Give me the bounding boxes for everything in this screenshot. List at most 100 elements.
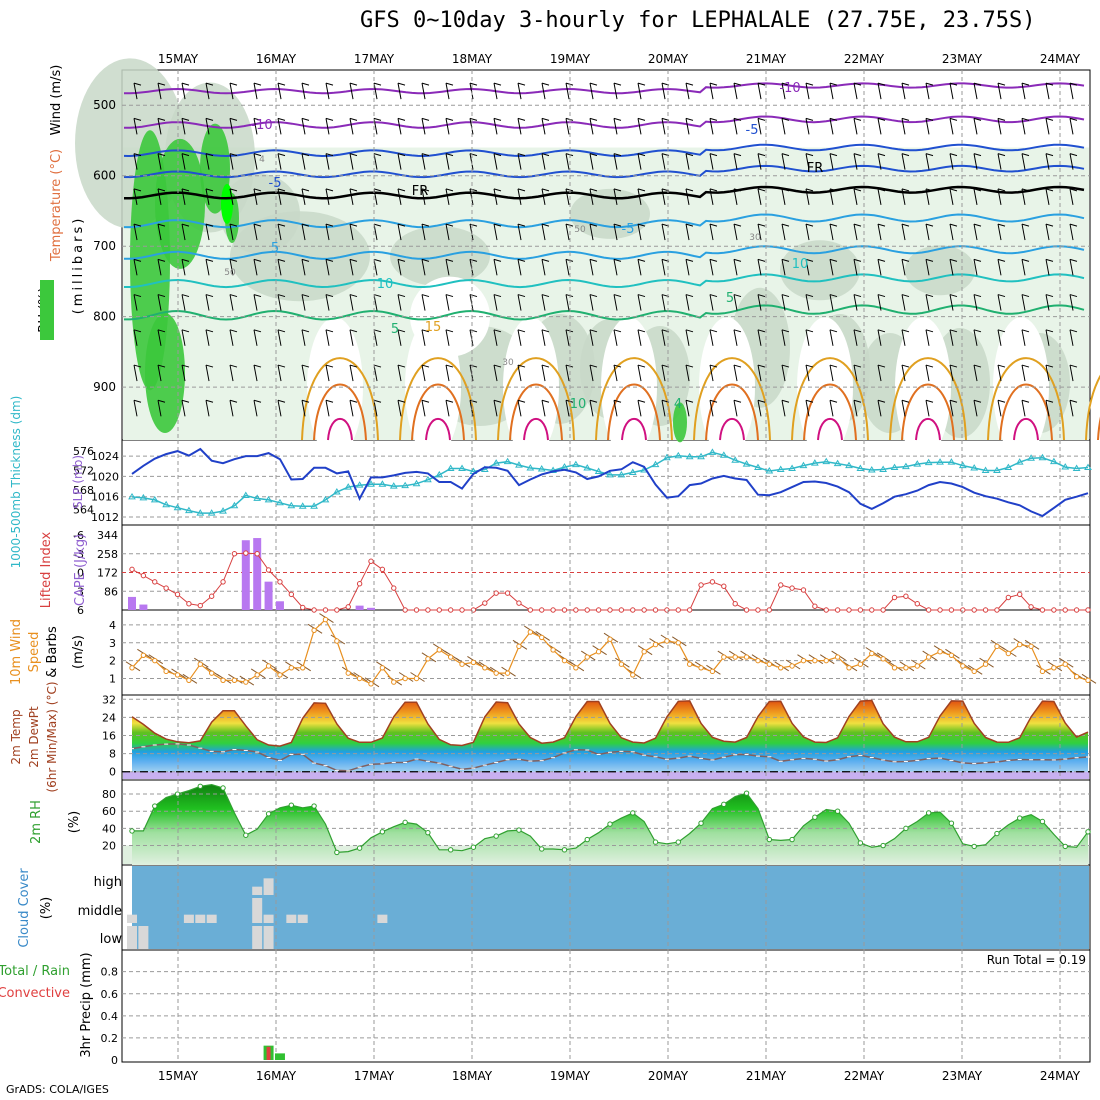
wind-speed-marker bbox=[265, 663, 272, 669]
upper-wind-barb bbox=[157, 83, 162, 100]
upper-wind-barb bbox=[877, 224, 882, 241]
upper-wind-barb bbox=[781, 118, 786, 135]
upper-wind-barb bbox=[229, 153, 238, 157]
upper-wind-barb bbox=[781, 329, 790, 333]
upper-wind-barb bbox=[301, 153, 306, 170]
upper-wind-barb bbox=[733, 259, 738, 276]
upper-wind-barb bbox=[781, 258, 790, 262]
upper-wind-barb bbox=[973, 364, 978, 382]
upper-wind-barb bbox=[949, 259, 954, 276]
upper-wind-barb bbox=[733, 329, 738, 346]
isotherm-25 bbox=[313, 383, 367, 441]
upper-wind-barb bbox=[1045, 153, 1050, 170]
upper-wind-barb bbox=[157, 118, 162, 135]
upper-wind-barb bbox=[1069, 364, 1078, 368]
rh2m-marker bbox=[470, 844, 477, 850]
lifted-index-marker bbox=[766, 607, 773, 613]
contour-label: 10 bbox=[377, 277, 394, 292]
upper-wind-barb bbox=[637, 83, 642, 100]
upper-wind-barb bbox=[277, 224, 282, 241]
wind-speed-marker bbox=[914, 663, 920, 669]
upper-wind-barb bbox=[685, 364, 694, 368]
lifted-index-marker bbox=[982, 607, 989, 613]
upper-wind-barb bbox=[565, 364, 570, 382]
lifted-index-marker bbox=[550, 607, 556, 613]
upper-wind-barb bbox=[901, 364, 906, 382]
upper-wind-barb bbox=[997, 329, 1006, 333]
upper-wind-barb bbox=[229, 153, 234, 170]
wind-speed-marker bbox=[800, 657, 807, 664]
upper-wind-barb bbox=[229, 294, 234, 311]
upper-wind-barb bbox=[157, 117, 166, 121]
wind-speed-marker bbox=[709, 668, 716, 675]
contour-label: 5 bbox=[391, 322, 399, 337]
upper-wind-barb bbox=[829, 364, 834, 382]
upper-wind-barb bbox=[133, 329, 138, 346]
wind-speed-marker bbox=[174, 672, 181, 678]
cape-ylabel: CAPE (J/kg) bbox=[73, 534, 88, 606]
isotherm-20 bbox=[889, 357, 967, 441]
upper-wind-barb bbox=[493, 329, 502, 333]
upper-wind-barb bbox=[901, 188, 906, 205]
lifted-index-marker bbox=[800, 587, 807, 593]
upper-wind-barb bbox=[421, 188, 426, 205]
top-date-tick: 18MAY bbox=[452, 52, 493, 66]
upper-wind-barb bbox=[805, 223, 814, 227]
wind-speed-marker bbox=[208, 670, 215, 676]
wind-speed-marker bbox=[891, 665, 898, 671]
upper-wind-barb bbox=[853, 223, 862, 227]
upper-wind-barb bbox=[925, 224, 930, 241]
upper-wind-barb bbox=[877, 118, 882, 135]
upper-wind-barb bbox=[325, 153, 334, 157]
upper-wind-barb bbox=[997, 294, 1006, 298]
wind-speed-marker bbox=[504, 670, 511, 676]
upper-wind-barb bbox=[517, 399, 526, 403]
upper-wind-barb bbox=[1069, 118, 1074, 135]
top-date-tick: 19MAY bbox=[550, 52, 591, 66]
upper-wind-barb bbox=[325, 329, 334, 333]
wind-ylabel-2: Speed bbox=[27, 632, 42, 673]
isotherm-20 bbox=[595, 357, 673, 441]
upper-wind-barb bbox=[1021, 117, 1030, 121]
upper-wind-barb bbox=[661, 188, 666, 205]
upper-wind-barb bbox=[421, 118, 426, 135]
wind-speed-marker bbox=[789, 663, 795, 669]
upper-wind-barb bbox=[1069, 153, 1078, 157]
upper-wind-barb bbox=[229, 83, 234, 100]
upper-wind-barb bbox=[781, 364, 790, 368]
upper-wind-barb bbox=[661, 118, 666, 135]
contour-label: -10 bbox=[779, 81, 800, 96]
upper-wind-barb bbox=[349, 82, 358, 86]
upper-wind-barb bbox=[253, 364, 262, 368]
upper-wind-barb bbox=[301, 118, 306, 135]
upper-wind-barb bbox=[445, 83, 450, 100]
lifted-index-marker bbox=[869, 607, 875, 613]
upper-wind-barb bbox=[445, 188, 454, 192]
upper-wind-barb bbox=[205, 364, 210, 382]
upper-wind-barb bbox=[829, 117, 838, 121]
upper-wind-barb bbox=[877, 294, 886, 298]
upper-wind-barb bbox=[157, 188, 162, 205]
thickness-marker bbox=[515, 461, 523, 468]
upper-wind-barb bbox=[1045, 223, 1054, 227]
upper-wind-barb bbox=[301, 83, 306, 100]
upper-wind-barb bbox=[781, 83, 786, 100]
upper-wind-barb bbox=[973, 294, 982, 298]
lifted-index-marker bbox=[561, 607, 568, 613]
upper-wind-barb bbox=[517, 117, 526, 121]
upper-wind-barb bbox=[901, 153, 906, 170]
upper-wind-barb bbox=[301, 294, 306, 311]
upper-wind-barb bbox=[733, 118, 738, 135]
upper-wind-barb bbox=[277, 364, 282, 382]
upper-wind-barb bbox=[277, 364, 286, 368]
upper-wind-barb bbox=[805, 83, 810, 100]
upper-wind-barb bbox=[493, 224, 498, 241]
upper-wind-barb bbox=[973, 188, 982, 192]
wind-speed-marker bbox=[698, 665, 704, 671]
isotherm-minus10-b bbox=[123, 115, 1085, 129]
lifted-index-marker bbox=[527, 607, 534, 613]
upper-wind-barb bbox=[997, 188, 1006, 192]
upper-wind-barb bbox=[565, 118, 570, 135]
upper-wind-barb bbox=[685, 117, 694, 121]
bottom-date-tick: 24MAY bbox=[1040, 1069, 1081, 1083]
